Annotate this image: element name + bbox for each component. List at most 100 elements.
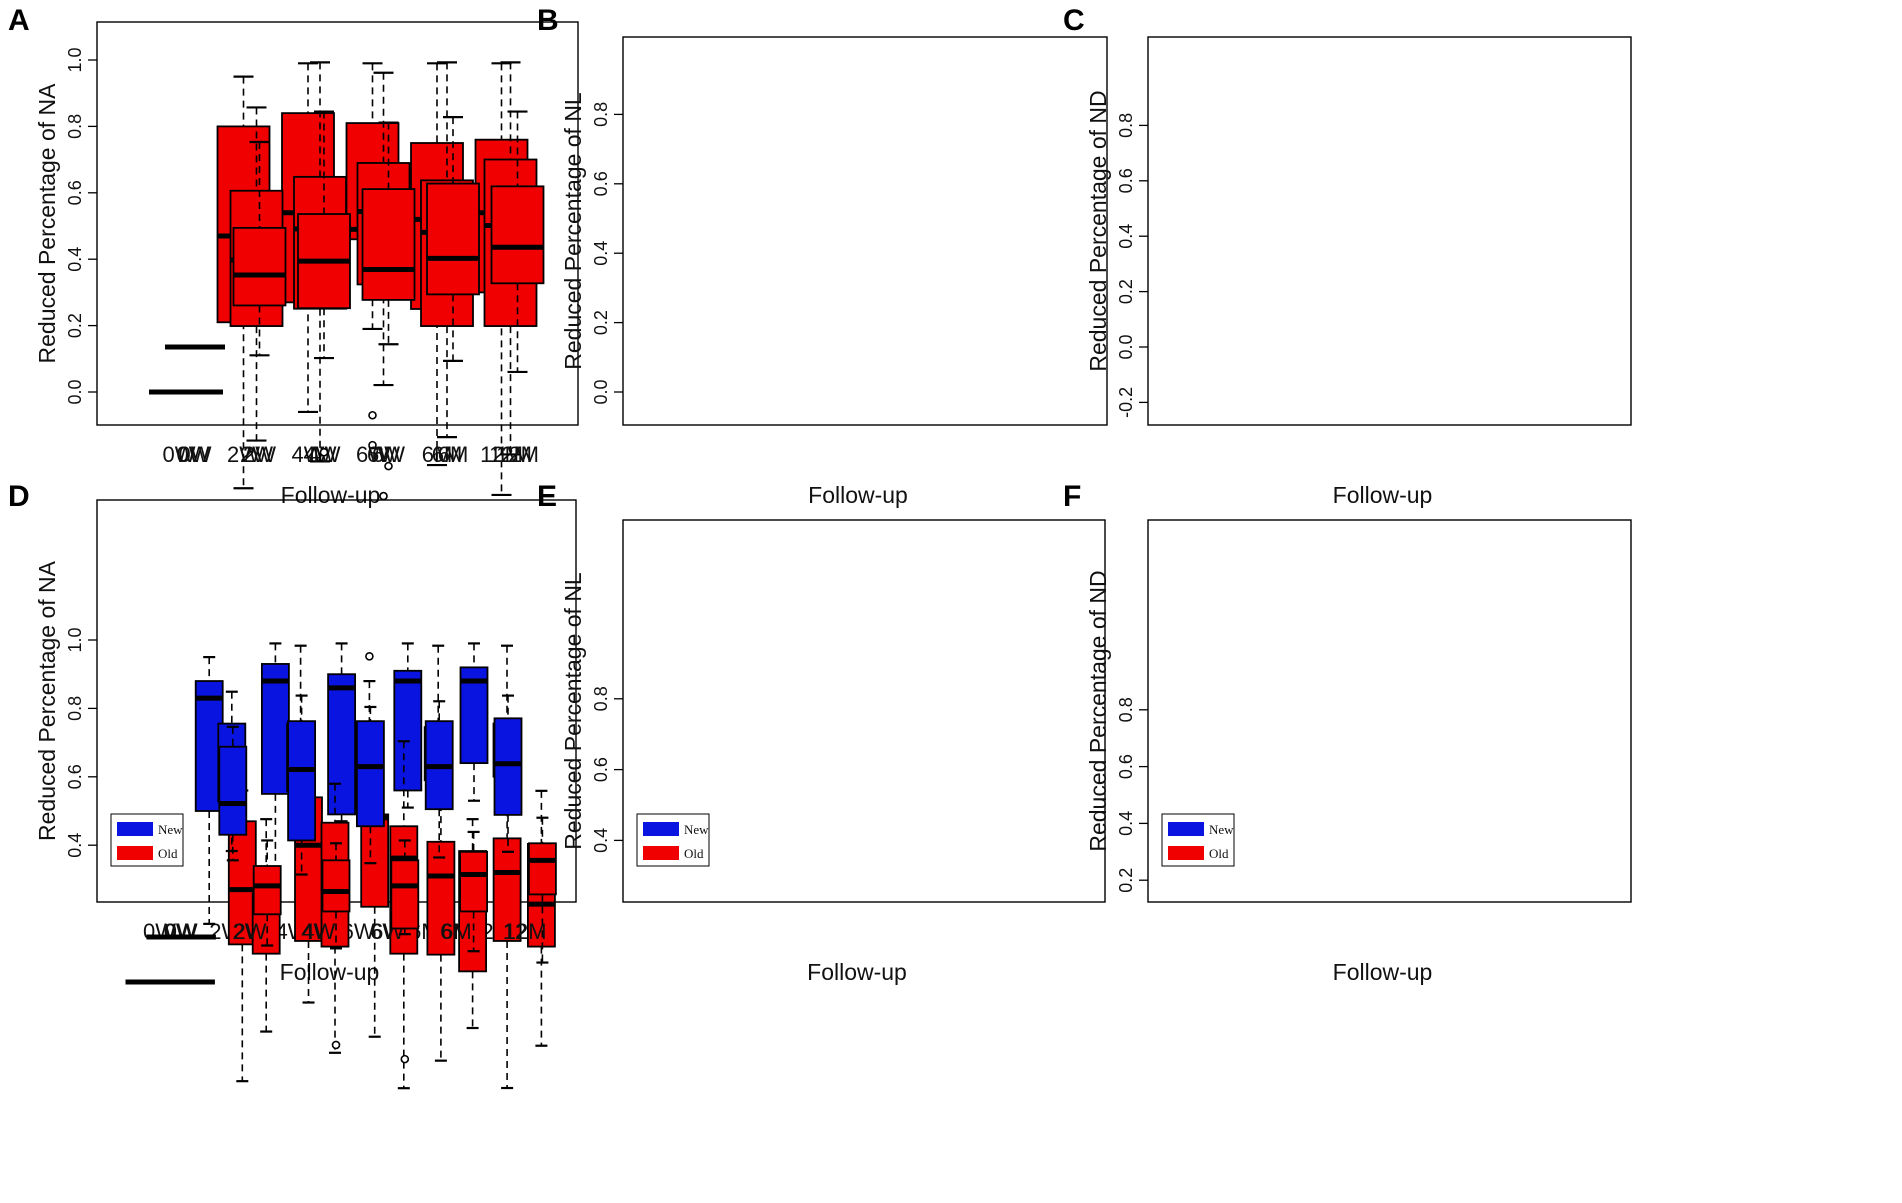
outlier-point — [331, 1040, 341, 1050]
box-old-12M — [528, 816, 557, 964]
legend: New Old — [1161, 813, 1235, 867]
panel-letter: F — [1063, 480, 1081, 513]
x-tick-label: 0W — [165, 919, 198, 944]
box-body — [426, 840, 456, 956]
box-new-4W — [260, 642, 290, 871]
y-tick-label: 0.4 — [1116, 224, 1136, 249]
y-axis-label: Reduced Percentage of ND — [1085, 570, 1111, 851]
x-tick-label: 6W — [367, 442, 400, 467]
box-body — [493, 717, 523, 816]
outlier-point — [368, 440, 377, 450]
y-tick-label: 0.2 — [1116, 868, 1136, 893]
y-tick-label: 0.4 — [65, 247, 85, 272]
x-tick-label: 0W — [164, 919, 197, 944]
y-axis-label: Reduced Percentage of NA — [34, 83, 60, 364]
box-new-4W — [287, 694, 317, 876]
box-body — [287, 720, 317, 842]
y-tick-label: 0.6 — [591, 757, 611, 782]
plot-frame — [622, 36, 1108, 426]
x-axis-label: Follow-up — [280, 959, 380, 985]
box-old-4W — [321, 842, 351, 1050]
box-body — [390, 859, 420, 930]
legend-swatch-new — [117, 822, 153, 836]
x-axis-label: Follow-up — [1333, 959, 1433, 985]
box-all-6M — [426, 115, 480, 362]
y-tick-label: 0.8 — [65, 114, 85, 139]
y-tick-label: 0.6 — [1116, 168, 1136, 193]
box-old-6M — [459, 830, 489, 953]
box-new-6M — [424, 700, 454, 859]
box-body — [232, 226, 287, 307]
y-tick-label: 0.8 — [591, 686, 611, 711]
x-axis-label: Follow-up — [1333, 482, 1433, 508]
box-new-6W — [355, 705, 385, 865]
box-old-12M — [492, 796, 522, 1090]
box-new-2W — [218, 725, 248, 862]
y-axis-label: Reduced Percentage of NA — [34, 560, 60, 841]
x-tick-label: 4W — [302, 919, 335, 944]
x-tick-label: 6M — [432, 442, 463, 467]
box-new-12M — [459, 642, 489, 802]
box-old-6M — [426, 803, 456, 1062]
panel-letter: D — [8, 480, 30, 513]
y-tick-label: 0.2 — [591, 310, 611, 335]
legend-label-old: Old — [684, 846, 704, 861]
box-body — [459, 850, 489, 913]
box-body — [361, 188, 416, 301]
box-body — [426, 182, 480, 296]
legend-swatch-old — [117, 846, 153, 860]
y-tick-label: 1.0 — [65, 627, 85, 652]
box-body — [327, 673, 357, 816]
box-body — [355, 720, 385, 828]
y-tick-label: 0.6 — [65, 180, 85, 205]
x-tick-label: 6M — [441, 919, 472, 944]
box-body — [252, 865, 282, 916]
panel-letter: E — [537, 480, 557, 513]
outlier-point — [379, 491, 388, 501]
legend: New Old — [636, 813, 710, 867]
outlier-point — [365, 652, 374, 661]
y-tick-label: 0.0 — [1116, 334, 1136, 359]
x-tick-label: 0W — [177, 442, 210, 467]
y-tick-label: 0.6 — [591, 171, 611, 196]
plot-frame — [1147, 519, 1632, 903]
box-old-2W — [227, 789, 257, 1083]
outlier-point — [384, 461, 393, 471]
plot-frame — [622, 519, 1106, 903]
x-tick-label: 4W — [292, 442, 325, 467]
box-body — [321, 859, 351, 913]
box-body — [360, 813, 390, 908]
outlier-point — [319, 447, 329, 457]
y-axis-label: Reduced Percentage of NL — [560, 92, 586, 370]
panel-letter: C — [1063, 4, 1085, 37]
outlier-point — [400, 1054, 410, 1064]
box-new-6W — [327, 642, 357, 823]
legend-swatch-old — [643, 846, 679, 860]
y-tick-label: 0.8 — [1116, 697, 1136, 722]
x-tick-label: 12M — [504, 919, 547, 944]
panel-letter: B — [537, 4, 559, 37]
legend-label-old: Old — [158, 846, 178, 861]
x-axis-label: Follow-up — [808, 482, 908, 508]
y-tick-label: 0.2 — [1116, 279, 1136, 304]
plot-frame — [96, 21, 579, 426]
box-new-6M — [393, 642, 423, 809]
box-body — [218, 745, 248, 836]
box-body — [490, 185, 545, 285]
y-axis-label: Reduced Percentage of NL — [560, 572, 586, 850]
box-body — [260, 663, 290, 795]
y-tick-label: 1.0 — [65, 47, 85, 72]
y-tick-label: 0.8 — [1116, 113, 1136, 138]
box-body — [492, 837, 522, 942]
x-axis-label: Follow-up — [807, 959, 907, 985]
legend-swatch-new — [1168, 822, 1204, 836]
y-tick-label: 0.8 — [591, 102, 611, 127]
x-tick-label: 0W — [163, 442, 196, 467]
box-body — [528, 842, 557, 896]
plot-frame — [1147, 36, 1632, 426]
box-body — [393, 669, 423, 792]
outlier-point — [368, 410, 377, 420]
box-old-6W — [390, 839, 420, 1064]
